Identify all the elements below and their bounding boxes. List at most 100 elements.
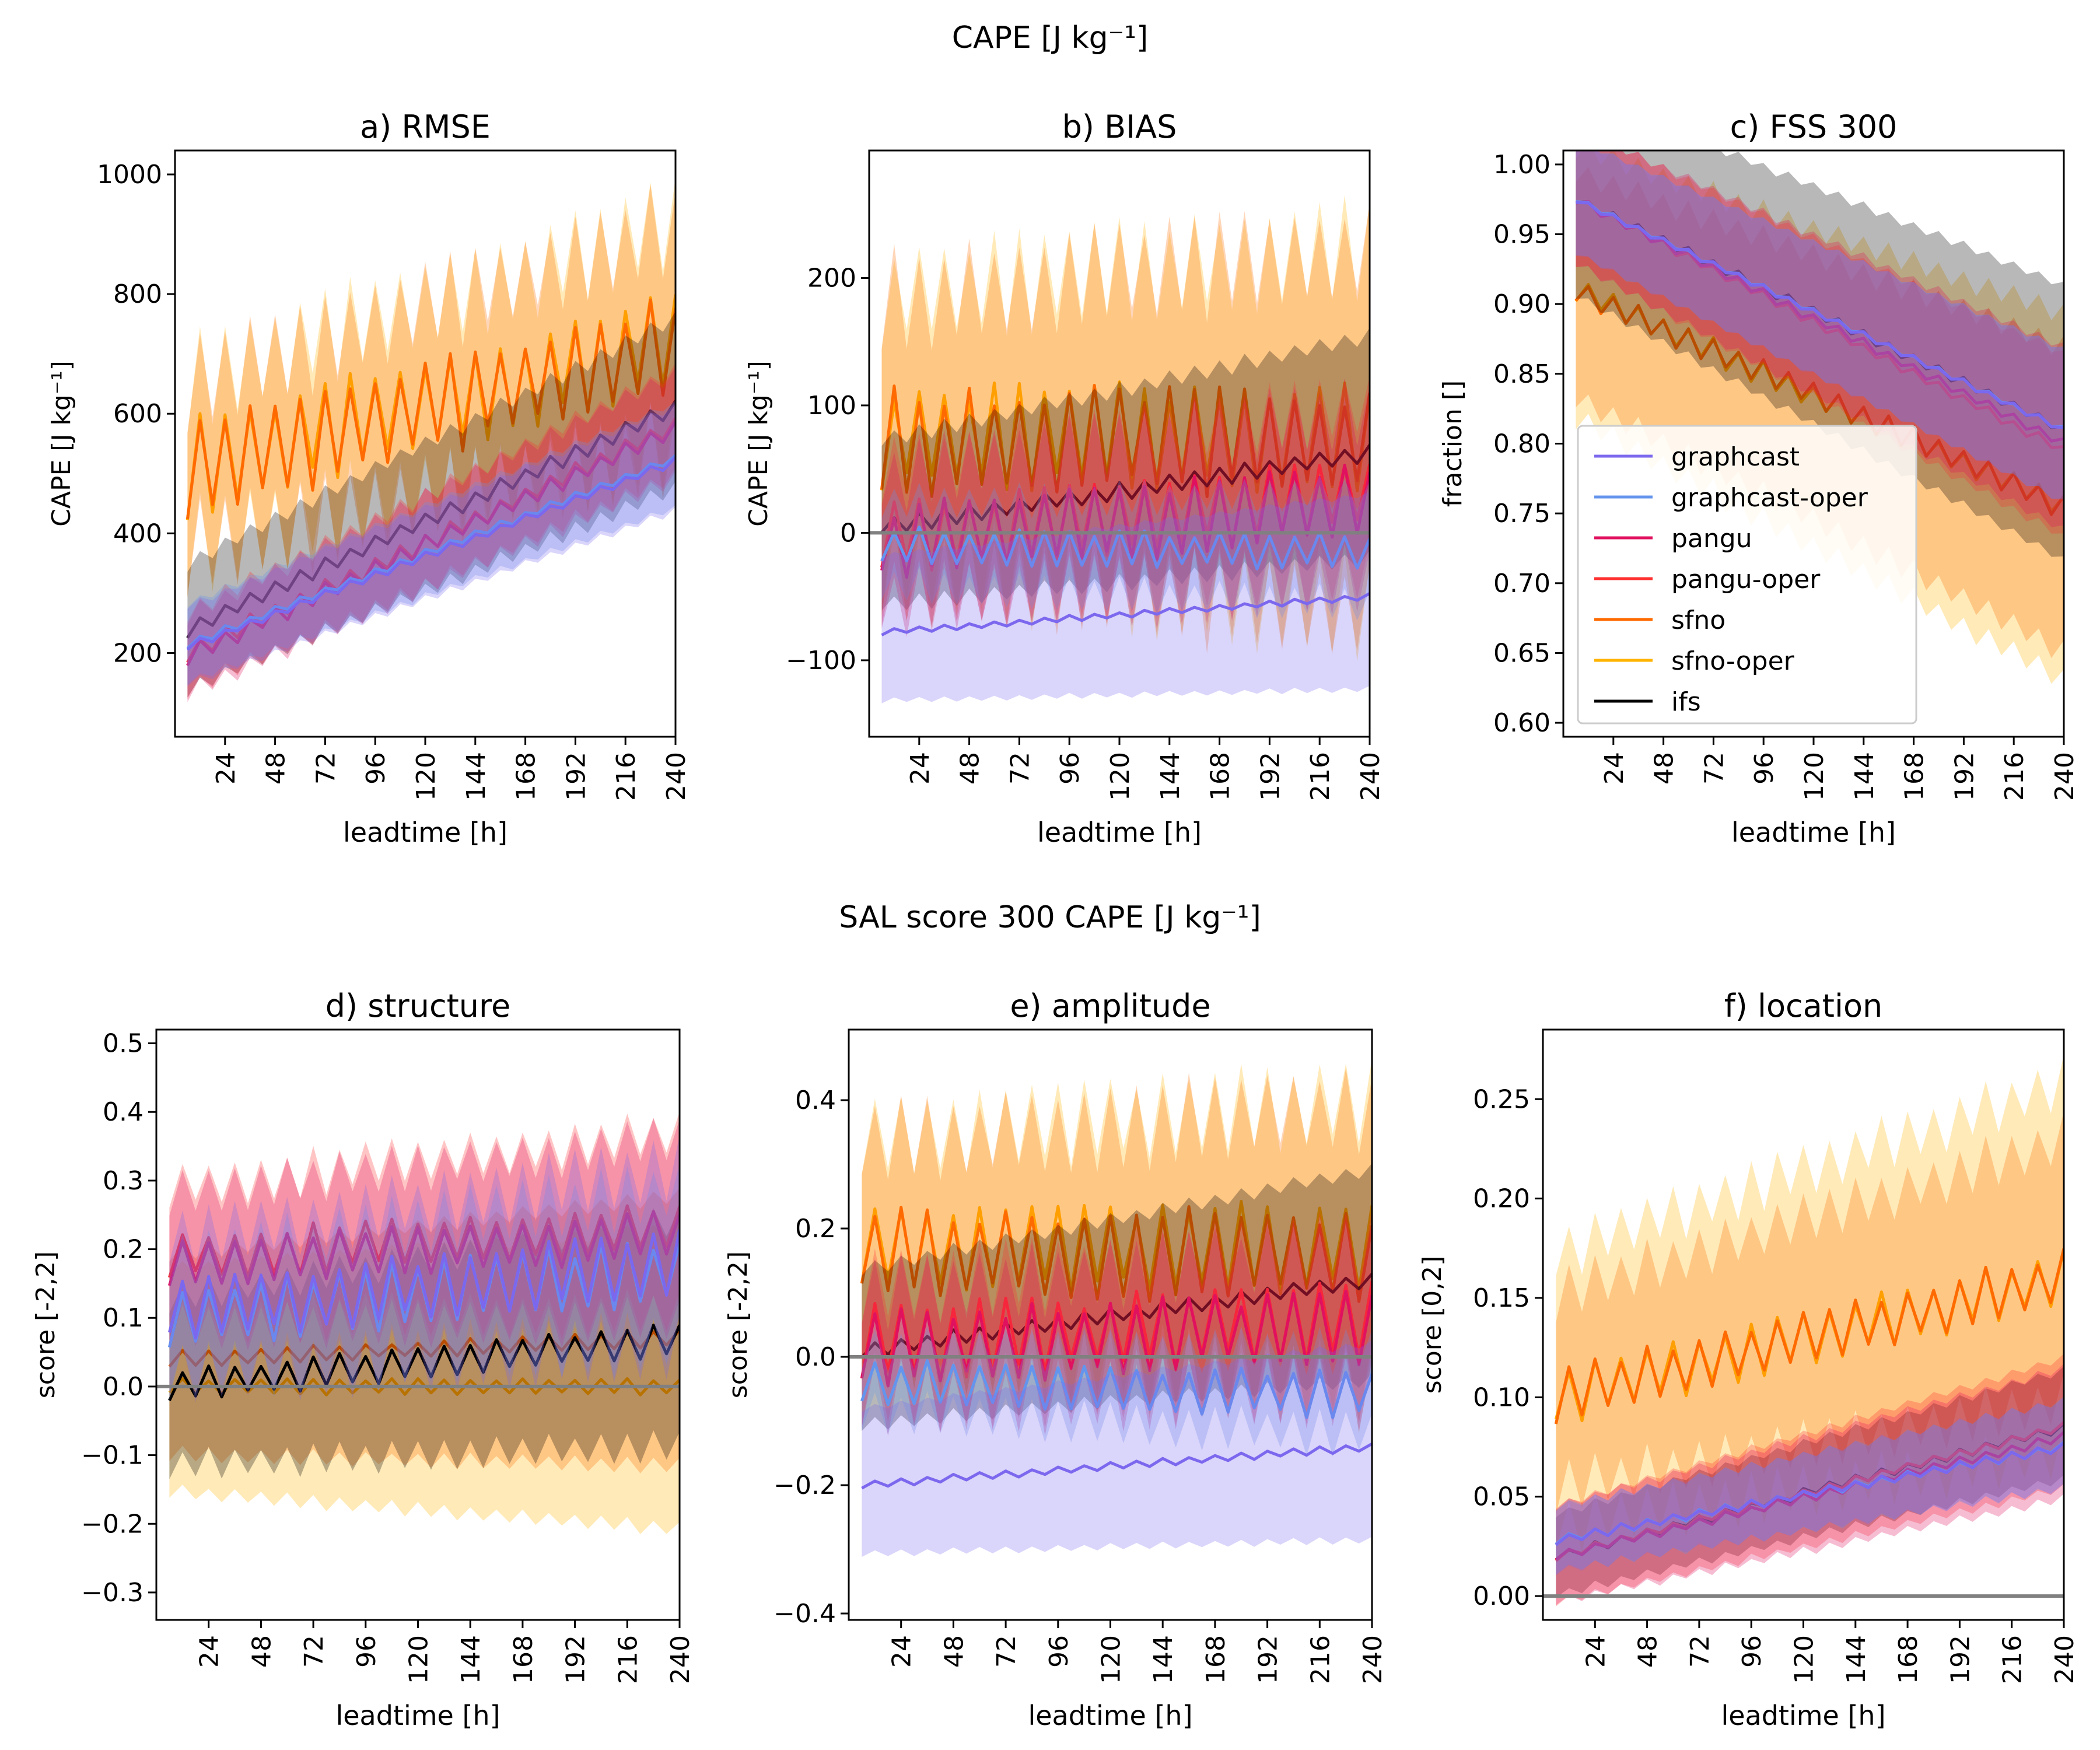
- panel-title-structure: d) structure: [326, 988, 511, 1024]
- plot-area-rmse: [186, 177, 676, 702]
- band-location-graphcast: [1556, 1397, 2064, 1576]
- y-tick-label-rmse-2: 600: [113, 399, 162, 429]
- y-tick-label-structure-0: −0.3: [81, 1578, 144, 1608]
- band-rmse-pangu: [187, 366, 676, 702]
- x-tick-label-bias-120: 120: [1105, 752, 1135, 801]
- x-tick-label-fss-144: 144: [1850, 752, 1880, 801]
- y-tick-label-structure-8: 0.5: [103, 1029, 144, 1059]
- y-tick-label-structure-7: 0.4: [103, 1097, 144, 1127]
- x-tick-label-amplitude-168: 168: [1201, 1635, 1231, 1684]
- x-tick-label-location-48: 48: [1633, 1635, 1663, 1668]
- x-tick-label-rmse-216: 216: [611, 752, 641, 801]
- line-rmse-graphcast: [186, 456, 676, 651]
- y-tick-label-amplitude-2: 0.0: [795, 1342, 836, 1372]
- x-tick-label-fss-216: 216: [2000, 752, 2029, 801]
- y-tick-label-fss-0: 0.60: [1493, 708, 1550, 738]
- band-structure-ifs: [169, 1206, 680, 1479]
- x-tick-label-structure-72: 72: [299, 1635, 329, 1668]
- panel-amplitude: e) amplitude 24 48 72 96 120 144 168 192 216 240 le…: [723, 988, 1388, 1731]
- plot-area-structure: [156, 1111, 680, 1534]
- plot-area-bias: [869, 195, 1370, 704]
- x-tick-label-location-120: 120: [1790, 1635, 1819, 1684]
- line-bias-graphcast-oper: [880, 526, 1370, 570]
- y-tick-label-rmse-3: 800: [113, 279, 162, 309]
- band-structure-graphcast-oper: [169, 1164, 680, 1400]
- band-location-pangu: [1556, 1363, 2064, 1605]
- x-axis-label-structure: leadtime [h]: [335, 1700, 500, 1731]
- x-axis-label-bias: leadtime [h]: [1037, 817, 1202, 848]
- panel-title-rmse: a) RMSE: [360, 108, 491, 145]
- x-tick-label-bias-168: 168: [1206, 752, 1236, 801]
- y-tick-label-fss-3: 0.75: [1493, 499, 1550, 528]
- band-location-sfno: [1556, 1111, 2064, 1516]
- x-tick-label-location-144: 144: [1842, 1635, 1871, 1684]
- figure-title-top: CAPE [J kg⁻¹]: [952, 20, 1148, 55]
- x-tick-label-amplitude-144: 144: [1149, 1635, 1178, 1684]
- line-bias-graphcast: [881, 592, 1370, 636]
- band-bias-pangu-oper: [881, 376, 1370, 631]
- line-bias-pangu: [880, 463, 1370, 579]
- y-axis-label-bias: CAPE [J kg⁻¹]: [744, 360, 774, 527]
- plot-area-fss: [1574, 150, 2064, 684]
- band-fss-pangu: [1576, 150, 2064, 527]
- x-tick-label-location-240: 240: [2050, 1635, 2080, 1684]
- y-tick-label-rmse-1: 400: [113, 519, 162, 548]
- panel-rmse: a) RMSE 24 48 72 96 120 144 168 192 216 240 leadtim…: [47, 108, 691, 848]
- band-rmse-sfno: [187, 184, 676, 597]
- line-location-sfno: [1554, 1248, 2064, 1424]
- x-tick-label-amplitude-120: 120: [1097, 1635, 1126, 1684]
- y-tick-label-location-5: 0.25: [1473, 1084, 1530, 1114]
- y-tick-label-amplitude-0: −0.4: [774, 1599, 836, 1629]
- y-tick-label-location-4: 0.20: [1473, 1184, 1530, 1214]
- x-tick-label-fss-72: 72: [1699, 752, 1729, 785]
- band-rmse-sfno-oper: [187, 177, 676, 598]
- y-tick-label-structure-5: 0.2: [103, 1235, 144, 1265]
- line-amplitude-graphcast: [861, 1442, 1372, 1490]
- x-axis-label-fss: leadtime [h]: [1731, 817, 1896, 848]
- y-tick-label-structure-3: 0.0: [103, 1372, 144, 1402]
- x-tick-label-structure-216: 216: [613, 1635, 643, 1684]
- panel-structure: d) structure 24 48 72 96 120 144 168 192 216 240 le…: [31, 988, 695, 1731]
- y-tick-label-rmse-4: 1000: [97, 160, 162, 190]
- line-amplitude-sfno: [860, 1205, 1372, 1303]
- legend: graphcast graphcast-oper pangu pangu-oper sf…: [1577, 425, 1917, 724]
- line-structure-ifs: [168, 1324, 680, 1401]
- band-fss-graphcast: [1576, 150, 2064, 500]
- band-fss-sfno-oper: [1576, 150, 2064, 684]
- x-tick-label-fss-192: 192: [1950, 752, 1979, 801]
- band-fss-pangu-oper: [1576, 150, 2064, 534]
- x-tick-label-amplitude-216: 216: [1306, 1635, 1335, 1684]
- band-location-ifs: [1556, 1366, 2064, 1598]
- x-tick-label-rmse-240: 240: [662, 752, 691, 801]
- line-bias-sfno: [880, 384, 1370, 499]
- x-tick-label-structure-48: 48: [247, 1635, 276, 1668]
- x-tick-label-location-24: 24: [1581, 1635, 1611, 1668]
- y-tick-label-bias-2: 100: [807, 391, 856, 421]
- y-tick-label-amplitude-3: 0.2: [795, 1214, 836, 1244]
- x-tick-label-structure-192: 192: [561, 1635, 591, 1684]
- x-tick-label-amplitude-240: 240: [1358, 1635, 1388, 1684]
- band-rmse-pangu-oper: [187, 363, 676, 699]
- plot-area-amplitude: [849, 1058, 1372, 1557]
- y-tick-label-bias-3: 200: [807, 263, 856, 293]
- x-tick-label-bias-240: 240: [1356, 752, 1385, 801]
- x-tick-label-rmse-120: 120: [411, 752, 441, 801]
- y-tick-label-structure-6: 0.3: [103, 1166, 144, 1196]
- x-tick-label-fss-240: 240: [2050, 752, 2080, 801]
- line-fss-graphcast: [1576, 201, 2064, 429]
- x-tick-label-bias-24: 24: [905, 752, 935, 785]
- x-tick-label-rmse-96: 96: [361, 752, 391, 785]
- x-tick-label-rmse-192: 192: [561, 752, 591, 801]
- y-axis-label-fss: fraction []: [1438, 380, 1468, 507]
- x-tick-label-bias-72: 72: [1005, 752, 1035, 785]
- y-tick-label-amplitude-1: −0.2: [774, 1471, 836, 1500]
- panel-title-amplitude: e) amplitude: [1010, 988, 1210, 1024]
- legend-label-pangu-oper: pangu-oper: [1671, 565, 1821, 594]
- y-tick-label-location-3: 0.15: [1473, 1283, 1530, 1313]
- y-tick-label-amplitude-4: 0.4: [795, 1086, 836, 1115]
- band-structure-pangu: [169, 1118, 680, 1350]
- x-tick-label-fss-168: 168: [1900, 752, 1930, 801]
- y-tick-label-location-0: 0.00: [1473, 1581, 1530, 1611]
- y-tick-label-fss-7: 0.95: [1493, 220, 1550, 250]
